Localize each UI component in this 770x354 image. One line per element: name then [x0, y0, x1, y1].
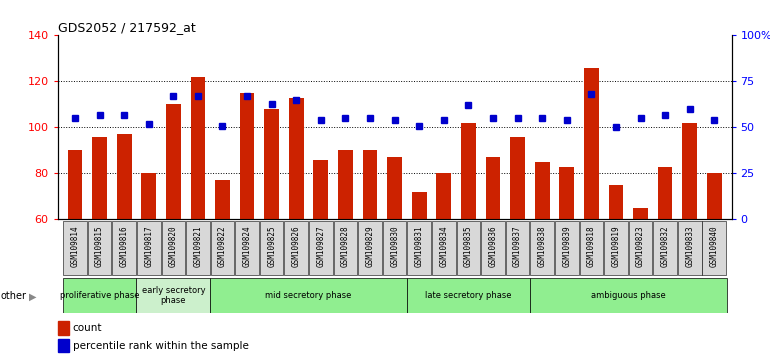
Bar [608, 185, 623, 219]
Bar [653, 221, 677, 275]
Bar [432, 221, 456, 275]
Bar [215, 181, 230, 219]
Bar [112, 221, 136, 275]
Text: GSM109825: GSM109825 [267, 226, 276, 268]
Bar [186, 221, 209, 275]
Bar [682, 123, 697, 219]
Bar [383, 221, 407, 275]
Bar [136, 278, 210, 313]
Text: early secretory
phase: early secretory phase [142, 286, 205, 305]
Text: GSM109829: GSM109829 [366, 226, 374, 268]
Bar [481, 221, 505, 275]
Text: GSM109840: GSM109840 [710, 226, 718, 268]
Bar [92, 137, 107, 219]
Bar [68, 150, 82, 219]
Bar [190, 77, 206, 219]
Bar [236, 221, 259, 275]
Text: GSM109826: GSM109826 [292, 226, 301, 268]
Bar [457, 221, 480, 275]
Text: late secretory phase: late secretory phase [425, 291, 511, 300]
Text: GSM109818: GSM109818 [587, 226, 596, 268]
Bar [437, 173, 451, 219]
Bar [363, 150, 377, 219]
Bar [338, 150, 353, 219]
Bar [210, 278, 407, 313]
Text: GDS2052 / 217592_at: GDS2052 / 217592_at [58, 21, 196, 34]
Bar [62, 278, 136, 313]
Text: GSM109819: GSM109819 [611, 226, 621, 268]
Bar [707, 173, 721, 219]
Text: GSM109822: GSM109822 [218, 226, 227, 268]
Text: GSM109831: GSM109831 [415, 226, 424, 268]
Bar [63, 221, 87, 275]
Bar [358, 221, 382, 275]
Bar [166, 104, 181, 219]
Bar [264, 109, 279, 219]
Bar [486, 157, 500, 219]
Bar [88, 221, 112, 275]
Text: GSM109817: GSM109817 [144, 226, 153, 268]
Bar [407, 221, 431, 275]
Bar [604, 221, 628, 275]
Bar [658, 166, 672, 219]
Text: GSM109823: GSM109823 [636, 226, 645, 268]
Text: GSM109832: GSM109832 [661, 226, 670, 268]
Bar [58, 321, 69, 335]
Text: GSM109833: GSM109833 [685, 226, 695, 268]
Text: ▶: ▶ [29, 291, 37, 301]
Text: GSM109827: GSM109827 [316, 226, 326, 268]
Text: GSM109815: GSM109815 [95, 226, 104, 268]
Bar [58, 339, 69, 352]
Bar [584, 68, 599, 219]
Bar [289, 97, 303, 219]
Text: GSM109837: GSM109837 [513, 226, 522, 268]
Bar [284, 221, 308, 275]
Text: mid secretory phase: mid secretory phase [266, 291, 352, 300]
Text: other: other [1, 291, 27, 301]
Text: GSM109816: GSM109816 [119, 226, 129, 268]
Bar [407, 278, 530, 313]
Text: GSM109835: GSM109835 [464, 226, 473, 268]
Text: percentile rank within the sample: percentile rank within the sample [72, 341, 249, 350]
Bar [535, 162, 550, 219]
Text: ambiguous phase: ambiguous phase [591, 291, 665, 300]
Bar [137, 221, 160, 275]
Bar [702, 221, 726, 275]
Bar [117, 134, 132, 219]
Bar [412, 192, 427, 219]
Text: GSM109824: GSM109824 [243, 226, 252, 268]
Bar [239, 93, 254, 219]
Bar [387, 157, 402, 219]
Text: GSM109834: GSM109834 [440, 226, 448, 268]
Bar [629, 221, 652, 275]
Text: GSM109828: GSM109828 [341, 226, 350, 268]
Bar [309, 221, 333, 275]
Bar [211, 221, 234, 275]
Text: GSM109821: GSM109821 [193, 226, 203, 268]
Bar [333, 221, 357, 275]
Text: GSM109838: GSM109838 [537, 226, 547, 268]
Bar [313, 160, 328, 219]
Bar [531, 221, 554, 275]
Bar [162, 221, 185, 275]
Bar [511, 137, 525, 219]
Bar [506, 221, 530, 275]
Bar [461, 123, 476, 219]
Bar [555, 221, 578, 275]
Bar [530, 278, 727, 313]
Bar [633, 208, 648, 219]
Text: GSM109836: GSM109836 [488, 226, 497, 268]
Text: GSM109830: GSM109830 [390, 226, 399, 268]
Text: GSM109820: GSM109820 [169, 226, 178, 268]
Bar [559, 166, 574, 219]
Text: proliferative phase: proliferative phase [60, 291, 139, 300]
Bar [142, 173, 156, 219]
Text: GSM109814: GSM109814 [71, 226, 79, 268]
Text: count: count [72, 323, 102, 333]
Bar [580, 221, 603, 275]
Bar [678, 221, 701, 275]
Bar [260, 221, 283, 275]
Text: GSM109839: GSM109839 [562, 226, 571, 268]
